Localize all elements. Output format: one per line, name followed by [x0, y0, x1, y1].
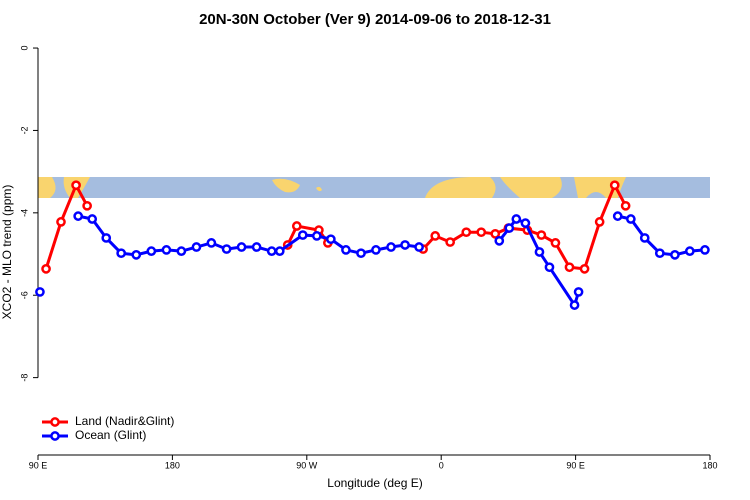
series-line — [77, 214, 706, 309]
point — [461, 227, 472, 238]
point — [609, 180, 620, 191]
x-tick-label: 0 — [439, 460, 444, 470]
x-axis-label: Longitude (deg E) — [327, 476, 422, 490]
point — [341, 245, 351, 255]
point — [297, 230, 308, 240]
point — [191, 242, 202, 252]
point — [569, 300, 580, 310]
point — [73, 211, 84, 221]
point — [236, 242, 247, 252]
point — [534, 247, 545, 257]
point — [573, 287, 584, 297]
point — [251, 242, 262, 252]
legend-label: Land (Nadir&Glint) — [75, 414, 174, 428]
y-tick-label: -4 — [19, 209, 29, 217]
chart-title: 20N-30N October (Ver 9) 2014-09-06 to 20… — [199, 11, 551, 28]
y-axis-label: XCO2 - MLO trend (ppm) — [0, 185, 14, 320]
point — [87, 214, 98, 224]
point — [274, 246, 285, 256]
point — [550, 238, 561, 248]
y-tick-label: -8 — [19, 374, 29, 382]
x-tick-label: 90 E — [566, 460, 585, 470]
point — [564, 262, 575, 273]
point — [700, 245, 710, 255]
x-tick-label: 90 E — [29, 460, 48, 470]
point — [356, 248, 366, 259]
point — [626, 214, 636, 224]
point — [684, 246, 695, 256]
point — [612, 211, 623, 221]
point — [400, 240, 410, 250]
point — [520, 218, 531, 228]
point — [291, 221, 302, 231]
legend-marker — [50, 417, 60, 427]
point — [71, 180, 81, 191]
point — [654, 248, 665, 259]
x-tick-label: 90 W — [296, 460, 318, 470]
point — [639, 233, 650, 243]
legend-label: Ocean (Glint) — [75, 428, 146, 442]
point — [386, 242, 396, 252]
point — [504, 223, 515, 233]
point — [620, 200, 631, 211]
point — [311, 231, 322, 241]
point — [161, 245, 172, 255]
point — [146, 246, 157, 256]
x-tick-label: 180 — [702, 460, 717, 470]
map-strip — [38, 177, 710, 198]
point — [206, 238, 217, 248]
point — [82, 200, 92, 211]
point — [594, 217, 605, 227]
legend-marker — [50, 431, 60, 441]
point — [41, 264, 51, 274]
point — [536, 230, 547, 240]
point — [266, 246, 277, 256]
point — [494, 235, 505, 246]
point — [116, 248, 127, 259]
y-tick-label: -2 — [19, 126, 29, 134]
x-tick-label: 180 — [165, 460, 180, 470]
point — [101, 233, 112, 243]
point — [476, 227, 487, 238]
point — [131, 250, 142, 260]
point — [176, 246, 187, 256]
point — [511, 214, 522, 224]
point — [544, 262, 555, 273]
point — [670, 250, 680, 260]
point — [35, 287, 45, 297]
point — [445, 237, 456, 247]
y-tick-label: 0 — [19, 46, 29, 51]
point — [56, 217, 66, 227]
point — [430, 231, 441, 241]
point — [221, 244, 232, 254]
point — [371, 245, 381, 255]
point — [414, 242, 424, 252]
y-tick-label: -6 — [19, 291, 29, 299]
point — [579, 264, 590, 274]
point — [490, 228, 501, 239]
point — [325, 234, 336, 245]
